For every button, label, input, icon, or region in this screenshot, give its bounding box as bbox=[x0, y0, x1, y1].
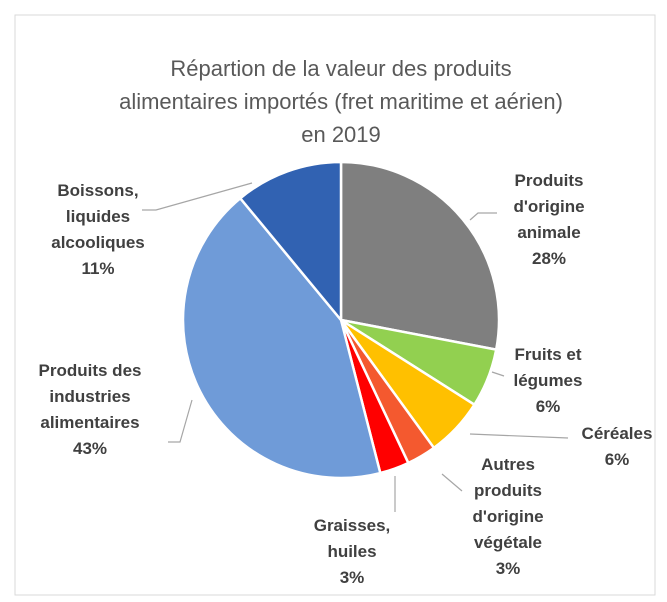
pie-slice bbox=[339, 160, 501, 352]
value-label: 6% bbox=[535, 397, 561, 416]
leader-line bbox=[142, 182, 253, 211]
pie-slice bbox=[238, 160, 343, 324]
leader-line bbox=[441, 473, 463, 492]
value-label: 28% bbox=[531, 249, 567, 268]
category-label: Céréales bbox=[581, 424, 653, 443]
category-label: Autres produits d'origine végétale bbox=[472, 455, 544, 552]
slice-label: Produits des industries alimentaires 43% bbox=[10, 358, 170, 462]
leader-line bbox=[491, 371, 505, 377]
slice-label: Produits d'origine animale 28% bbox=[494, 168, 604, 272]
category-label: Graisses, huiles bbox=[313, 516, 391, 561]
category-label: Produits d'origine animale bbox=[513, 171, 585, 242]
category-label: Boissons, liquides alcooliques bbox=[51, 181, 145, 252]
slice-label: Autres produits d'origine végétale 3% bbox=[453, 452, 563, 582]
slice-label: Céréales 6% bbox=[572, 421, 662, 473]
value-label: 11% bbox=[81, 259, 115, 278]
value-label: 3% bbox=[495, 559, 521, 578]
category-label: Fruits et légumes bbox=[513, 345, 583, 390]
leader-line bbox=[469, 212, 497, 221]
leader-line bbox=[469, 433, 569, 439]
chart-title: Répartion de la valeur des produits alim… bbox=[119, 56, 563, 147]
value-label: 6% bbox=[604, 450, 630, 469]
chart-border bbox=[14, 14, 656, 596]
leader-line bbox=[168, 399, 193, 443]
slice-label: Boissons, liquides alcooliques 11% bbox=[38, 178, 158, 282]
slice-label: Graisses, huiles 3% bbox=[302, 513, 402, 591]
slice-label: Fruits et légumes 6% bbox=[498, 342, 598, 420]
pie-slice bbox=[181, 196, 382, 480]
value-label: 43% bbox=[72, 439, 108, 458]
value-label: 3% bbox=[339, 568, 365, 587]
category-label: Produits des industries alimentaires bbox=[38, 361, 142, 432]
